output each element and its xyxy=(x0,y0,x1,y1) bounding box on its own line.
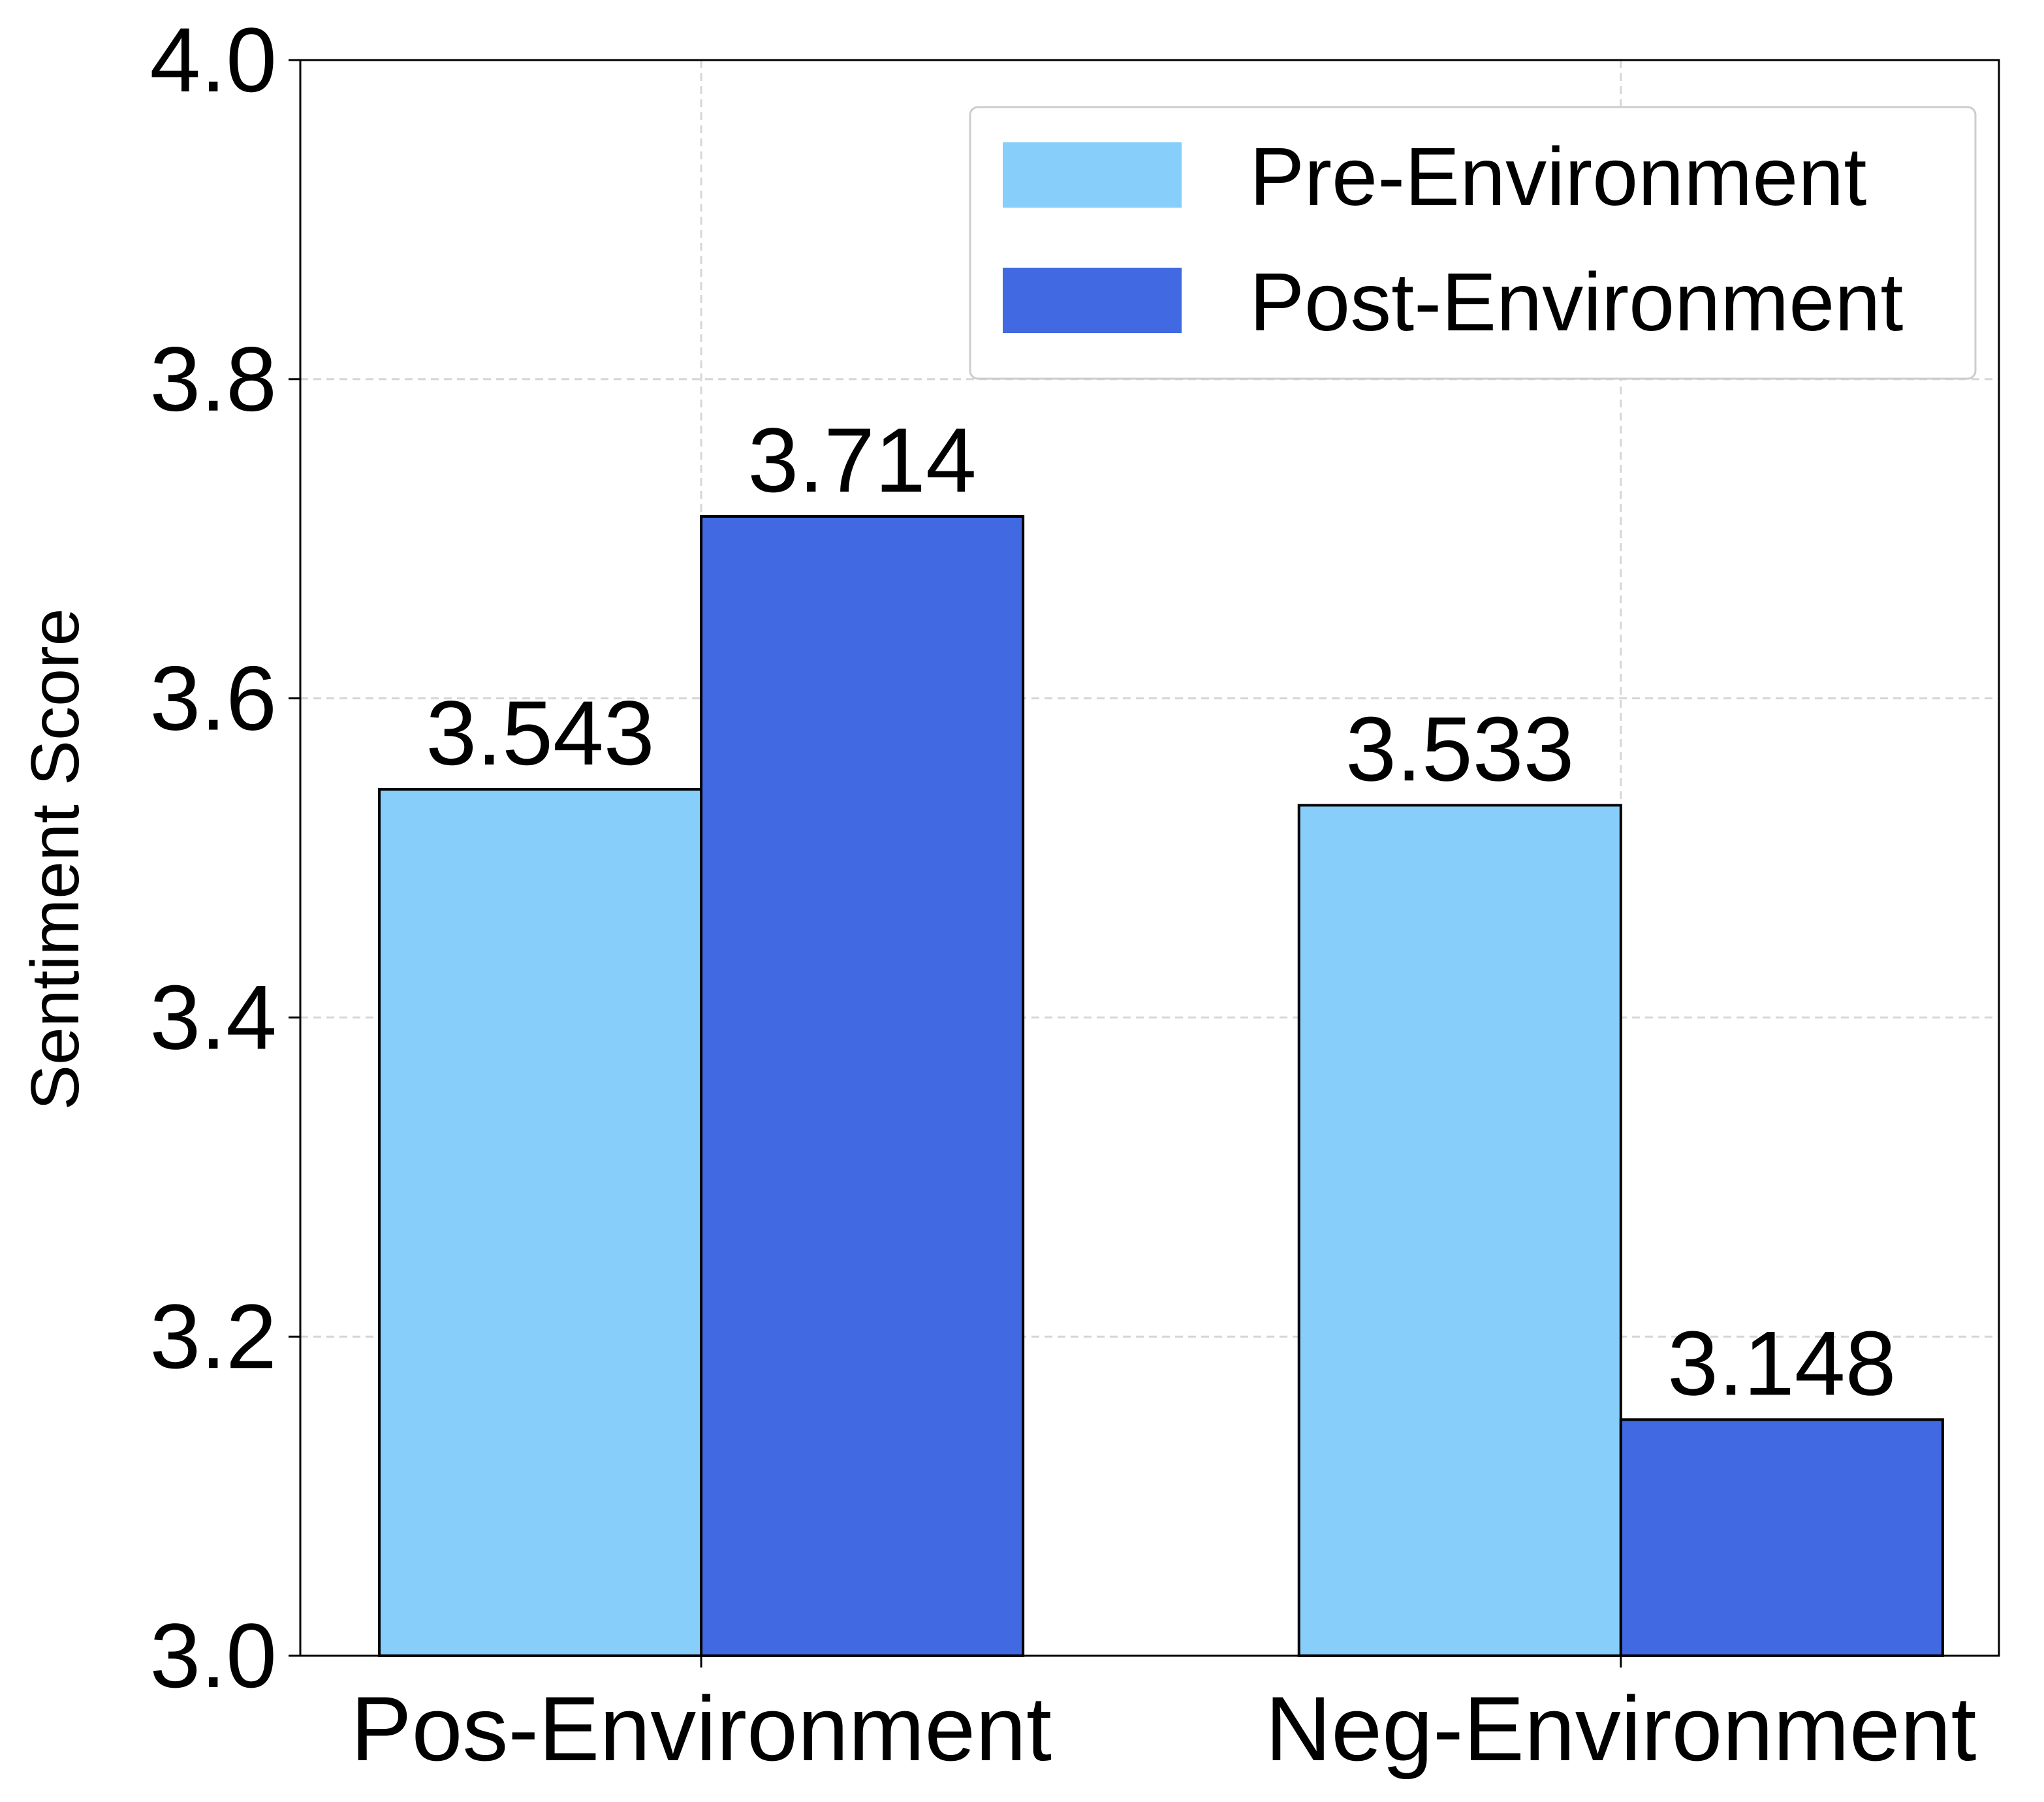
bar-value-label: 3.148 xyxy=(1667,1312,1896,1414)
legend-swatch xyxy=(1003,142,1182,208)
y-tick-label: 3.4 xyxy=(149,966,277,1068)
legend: Pre-Environment Post-Environment xyxy=(969,106,1977,380)
bars xyxy=(378,514,1944,1658)
y-tick-label: 3.2 xyxy=(149,1285,277,1387)
legend-swatch xyxy=(1003,268,1182,333)
plot-frame xyxy=(299,59,2000,1657)
y-tick-label: 3.8 xyxy=(149,328,277,430)
data-labels: 3.543 3.533 3.714 3.148 xyxy=(426,409,1896,1414)
bar-value-label: 3.714 xyxy=(747,409,976,511)
y-tick-label: 4.0 xyxy=(149,8,277,111)
y-axis-label: Sentiment Score xyxy=(18,609,93,1111)
bar-pre-environment-0 xyxy=(378,787,703,1657)
bar-pre-environment-1 xyxy=(1297,804,1622,1657)
y-tick-label: 3.6 xyxy=(149,647,277,750)
legend-entry-label: Post-Environment xyxy=(1250,256,1903,348)
x-tick-label: Neg-Environment xyxy=(1265,1677,1976,1780)
x-tick-label: Pos-Environment xyxy=(351,1677,1052,1780)
bar-post-environment-0 xyxy=(700,514,1025,1657)
bar-value-label: 3.533 xyxy=(1345,697,1574,800)
y-axis-ticks: 3.0 3.2 3.4 3.6 3.8 4.0 xyxy=(149,8,300,1707)
y-tick-label: 3.0 xyxy=(149,1604,277,1707)
bar-post-environment-1 xyxy=(1619,1418,1944,1658)
x-axis-ticks: Pos-Environment Neg-Environment xyxy=(351,1656,1976,1780)
legend-box xyxy=(969,106,1977,380)
legend-entry-label: Pre-Environment xyxy=(1250,131,1866,223)
bar-value-label: 3.543 xyxy=(426,682,654,784)
